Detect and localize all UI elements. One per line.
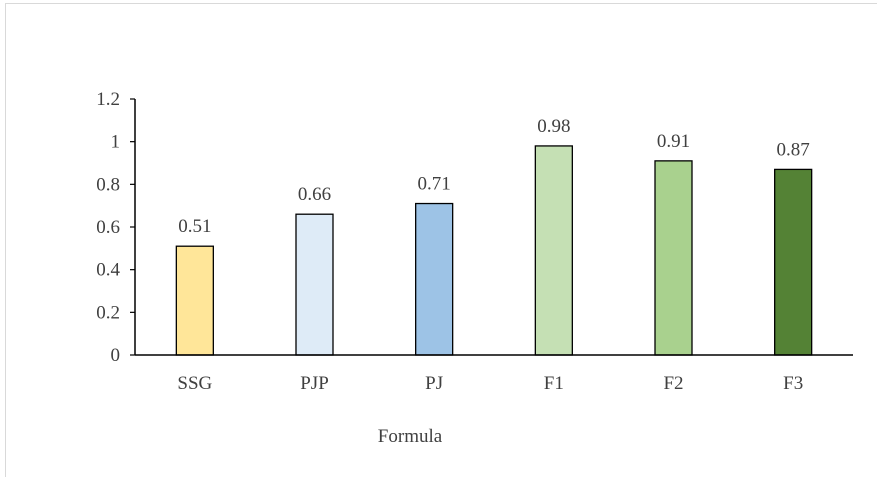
x-tick-label-ssg: SSG (177, 373, 212, 394)
x-tick-label-pjp: PJP (300, 373, 329, 394)
data-label-f2: 0.91 (657, 131, 690, 152)
y-tick-label: 0 (111, 345, 121, 366)
y-tick-label: 0.4 (96, 260, 120, 281)
y-tick-label: 0.2 (96, 302, 120, 323)
data-label-pj: 0.71 (418, 174, 451, 195)
x-tick-label-f1: F1 (544, 373, 564, 394)
x-axis-title: Formula (378, 426, 443, 447)
data-labels: 0.51 0.66 0.71 0.98 0.91 0.87 (178, 116, 810, 237)
bar-f2 (654, 160, 693, 356)
bar-ssg (175, 245, 214, 356)
y-tick-label: 0.6 (96, 217, 120, 238)
data-label-f3: 0.87 (777, 139, 810, 160)
x-tick-label-pj: PJ (425, 373, 443, 394)
x-tick-label-f2: F2 (663, 373, 683, 394)
x-axis-ticks: SSG PJP PJ F1 F2 F3 (177, 373, 803, 394)
bar-f1 (534, 145, 573, 356)
data-label-pjp: 0.66 (298, 184, 331, 205)
bar-pjp (295, 213, 334, 356)
bars (175, 145, 813, 356)
y-tick-label: 1.2 (96, 89, 120, 110)
data-label-f1: 0.98 (537, 116, 570, 137)
y-tick-label: 0.8 (96, 174, 120, 195)
y-axis-ticks: 0 0.2 0.4 0.6 0.8 1 1.2 (96, 89, 135, 366)
bar-f3 (774, 168, 813, 356)
y-tick-label: 1 (111, 132, 121, 153)
chart-frame (5, 3, 877, 477)
data-label-ssg: 0.51 (178, 216, 211, 237)
x-tick-label-f3: F3 (783, 373, 803, 394)
bar-pj (415, 202, 454, 356)
